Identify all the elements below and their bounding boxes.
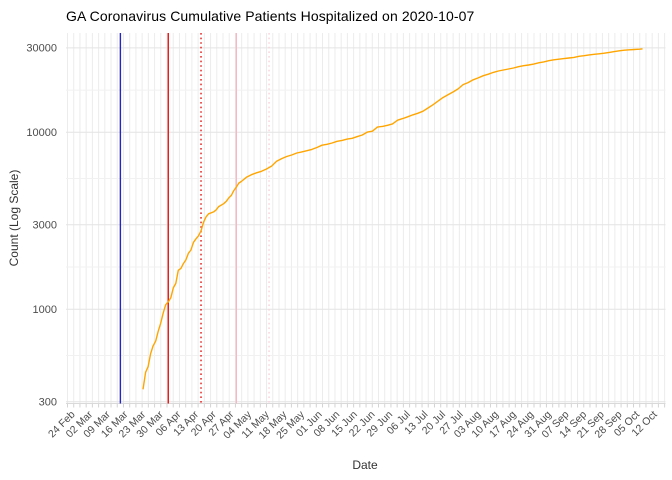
y-tick-label: 1000 [33,304,57,316]
chart-title: GA Coronavirus Cumulative Patients Hospi… [66,8,475,24]
x-axis-title: Date [352,458,378,472]
y-tick-label: 30000 [26,43,57,55]
y-tick-label: 300 [39,397,57,409]
y-tick-label: 10000 [26,127,57,139]
series-line-cumulative-patients-hospitalized [142,48,643,390]
y-tick-label: 3000 [33,220,57,232]
